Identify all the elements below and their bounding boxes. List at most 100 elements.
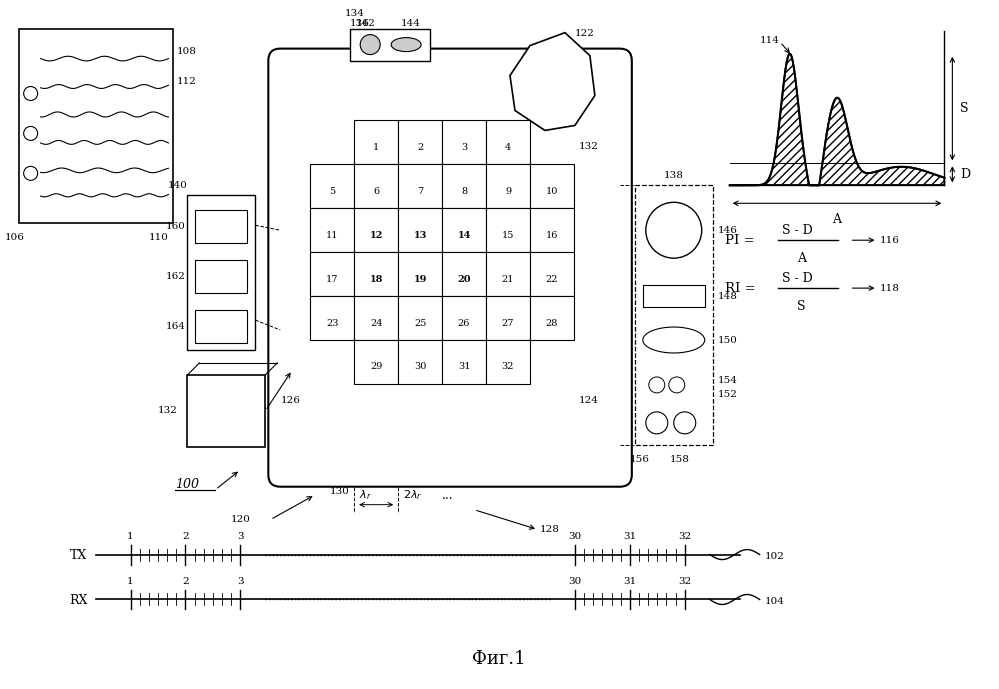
Bar — [399, 340, 443, 384]
Bar — [399, 252, 443, 296]
Bar — [529, 208, 573, 252]
Circle shape — [24, 166, 38, 181]
Text: 16: 16 — [545, 231, 558, 240]
Bar — [529, 165, 573, 208]
Text: 102: 102 — [764, 552, 784, 561]
Text: ...: ... — [443, 489, 454, 502]
Bar — [443, 296, 487, 340]
Text: 2: 2 — [417, 143, 424, 152]
Text: 30: 30 — [414, 362, 427, 371]
Text: 164: 164 — [166, 322, 186, 331]
Text: 112: 112 — [177, 76, 197, 85]
Text: 158: 158 — [669, 455, 689, 464]
Text: 11: 11 — [326, 231, 339, 240]
Text: 150: 150 — [717, 336, 737, 344]
Bar — [196, 260, 248, 293]
Text: 118: 118 — [879, 284, 899, 293]
Text: 31: 31 — [623, 532, 636, 541]
Text: 132: 132 — [158, 407, 178, 415]
Bar — [443, 340, 487, 384]
FancyBboxPatch shape — [269, 49, 631, 486]
Bar — [529, 252, 573, 296]
Text: 142: 142 — [357, 19, 376, 28]
Bar — [443, 208, 487, 252]
Bar — [19, 29, 174, 223]
Text: 138: 138 — [663, 172, 683, 181]
Circle shape — [645, 203, 701, 258]
Text: 18: 18 — [370, 275, 383, 284]
Text: A: A — [797, 252, 806, 265]
Bar — [196, 210, 248, 243]
Circle shape — [668, 377, 684, 393]
Text: 29: 29 — [370, 362, 383, 371]
Bar — [196, 310, 248, 343]
Text: 154: 154 — [717, 376, 737, 385]
Text: 30: 30 — [568, 577, 581, 586]
Bar — [487, 252, 529, 296]
Ellipse shape — [642, 327, 704, 353]
Text: 1: 1 — [127, 532, 134, 541]
Text: 7: 7 — [417, 187, 424, 196]
Bar — [399, 296, 443, 340]
Text: 5: 5 — [329, 187, 336, 196]
Text: 30: 30 — [568, 532, 581, 541]
Text: 124: 124 — [578, 396, 598, 405]
Text: Фиг.1: Фиг.1 — [473, 650, 525, 668]
Text: 134: 134 — [346, 9, 365, 18]
Bar — [487, 165, 529, 208]
Bar — [311, 208, 355, 252]
Bar — [311, 296, 355, 340]
Text: 32: 32 — [678, 577, 691, 586]
Text: 146: 146 — [717, 226, 737, 235]
Bar — [487, 296, 529, 340]
Text: 2: 2 — [182, 577, 189, 586]
Text: D: D — [960, 168, 970, 181]
Bar — [355, 121, 399, 165]
Text: 1: 1 — [127, 577, 134, 586]
Text: 8: 8 — [461, 187, 468, 196]
Circle shape — [648, 377, 664, 393]
Bar — [642, 285, 704, 307]
Text: 14: 14 — [458, 231, 471, 240]
Bar — [487, 340, 529, 384]
Text: 31: 31 — [623, 577, 636, 586]
Text: S - D: S - D — [781, 271, 812, 285]
Text: 15: 15 — [501, 231, 514, 240]
Text: TX: TX — [70, 549, 88, 562]
Text: 120: 120 — [231, 515, 251, 524]
Bar — [443, 252, 487, 296]
Text: 104: 104 — [764, 597, 784, 606]
Text: 32: 32 — [501, 362, 514, 371]
Text: S: S — [797, 300, 806, 313]
Text: 22: 22 — [545, 275, 558, 284]
Text: 19: 19 — [414, 275, 427, 284]
Text: 152: 152 — [717, 391, 737, 400]
Bar — [529, 296, 573, 340]
Text: 108: 108 — [177, 47, 197, 56]
Text: 160: 160 — [166, 222, 186, 231]
Bar — [399, 165, 443, 208]
Text: 2: 2 — [182, 532, 189, 541]
Bar — [487, 208, 529, 252]
Text: 148: 148 — [717, 291, 737, 300]
Text: RI =: RI = — [724, 282, 755, 295]
Circle shape — [645, 412, 667, 434]
Text: 24: 24 — [370, 318, 383, 327]
Text: $\lambda_r$: $\lambda_r$ — [360, 488, 372, 502]
Text: 9: 9 — [504, 187, 511, 196]
Bar — [634, 185, 712, 445]
Text: RX: RX — [69, 594, 88, 607]
Text: 132: 132 — [578, 143, 598, 152]
Ellipse shape — [392, 38, 422, 52]
Text: 3: 3 — [237, 577, 244, 586]
Text: 162: 162 — [166, 271, 186, 280]
Bar — [188, 375, 266, 446]
Text: 12: 12 — [370, 231, 383, 240]
Circle shape — [24, 87, 38, 101]
Text: 6: 6 — [373, 187, 380, 196]
Circle shape — [673, 412, 695, 434]
Bar — [443, 121, 487, 165]
Text: 3: 3 — [461, 143, 468, 152]
Text: 26: 26 — [458, 318, 471, 327]
Text: 1: 1 — [373, 143, 380, 152]
